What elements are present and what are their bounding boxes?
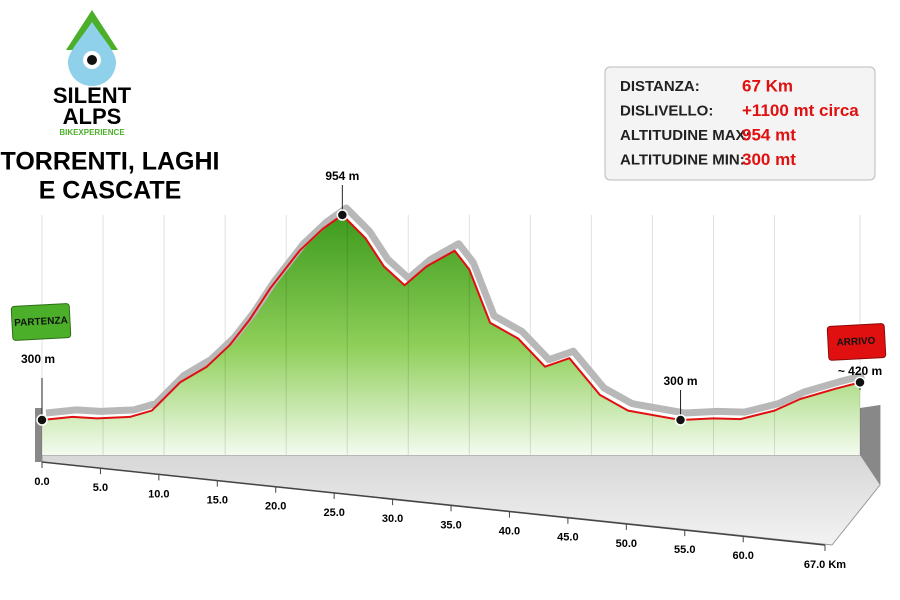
x-tick-label: 60.0 xyxy=(732,550,753,562)
stat-label: DISLIVELLO: xyxy=(620,102,713,119)
x-tick-label: 67.0 Km xyxy=(804,559,846,571)
x-tick-label: 0.0 xyxy=(34,476,49,488)
chart-title: TORRENTI, LAGHI xyxy=(1,148,220,176)
x-tick-label: 5.0 xyxy=(93,482,108,494)
start-flag-label: PARTENZA xyxy=(14,315,68,329)
annotation-label: 300 m xyxy=(664,374,698,388)
x-axis xyxy=(41,461,826,546)
x-tick-label: 15.0 xyxy=(207,494,228,506)
x-tick-label: 25.0 xyxy=(323,507,344,519)
brand-tagline: BIKEXPERIENCE xyxy=(59,128,125,137)
start-label: 300 m xyxy=(21,352,55,366)
logo-icon xyxy=(66,10,118,86)
x-tick-label: 55.0 xyxy=(674,544,695,556)
marker-dot xyxy=(674,414,687,426)
chart-title: E CASCATE xyxy=(39,177,182,205)
stat-value: 67 Km xyxy=(742,76,793,95)
brand-name: SILENT xyxy=(53,83,132,108)
profile-line xyxy=(41,214,861,421)
profile-ridge xyxy=(45,204,865,417)
stat-label: DISTANZA: xyxy=(620,78,700,95)
marker-dot xyxy=(854,376,866,389)
x-tick-label: 30.0 xyxy=(382,513,403,525)
x-tick-label: 40.0 xyxy=(499,525,520,537)
stat-label: ALTITUDINE MIN: xyxy=(620,151,745,168)
side-wall xyxy=(860,405,880,485)
stat-value: +1100 mt circa xyxy=(742,101,859,120)
start-flag xyxy=(10,303,72,341)
finish-label: ~ 420 m xyxy=(838,364,882,378)
x-tick-label: 50.0 xyxy=(616,538,637,550)
marker-dot xyxy=(36,414,48,426)
stats-box xyxy=(604,66,876,181)
x-tick-label: 10.0 xyxy=(148,488,169,500)
stat-label: ALTITUDINE MAX: xyxy=(620,127,751,144)
stat-value: 300 mt xyxy=(742,150,796,169)
finish-flag-label: ARRIVO xyxy=(836,336,876,349)
annotation-label: 954 m xyxy=(325,169,359,183)
x-tick-label: 20.0 xyxy=(265,501,286,513)
marker-dot xyxy=(336,209,349,221)
x-tick-label: 45.0 xyxy=(557,532,578,544)
x-tick-label: 35.0 xyxy=(440,519,461,531)
finish-flag xyxy=(826,323,887,361)
stat-value: 954 mt xyxy=(742,125,796,144)
brand-name: ALPS xyxy=(63,104,122,129)
profile-area xyxy=(42,215,860,455)
